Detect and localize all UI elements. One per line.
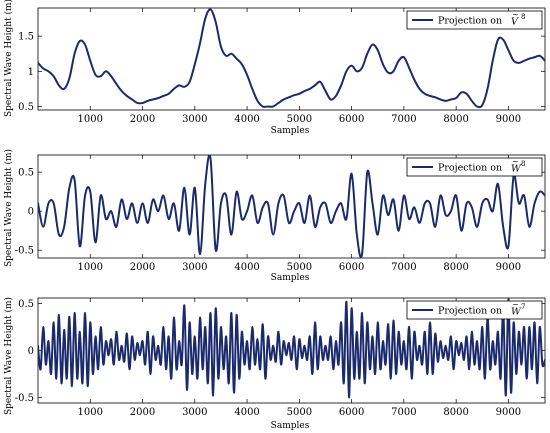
x-tick-label: 8000 <box>443 114 468 125</box>
plot-area-1: 1000 2000 3000 4000 5000 6000 7000 8000 9000 0.5 1… <box>18 7 546 125</box>
legend-accent: ~ <box>512 10 519 19</box>
x-tick-label: 4000 <box>234 407 259 418</box>
chart-panel-3: 1000 2000 3000 4000 5000 6000 7000 8000 9000 -0.5… <box>3 297 546 431</box>
plot-frame <box>37 7 546 111</box>
legend-label: Projection on <box>438 306 502 317</box>
x-tick-label: 1000 <box>78 262 103 273</box>
legend-accent: ~ <box>512 157 519 166</box>
legend: Projection on ~V 8 <box>406 10 543 30</box>
y-axis-label-3: Spectral Wave Height (m) <box>3 297 14 415</box>
x-tick-label: 5000 <box>287 407 312 418</box>
y-axis-label-1: Spectral Wave Height (m) <box>3 0 14 117</box>
legend-symbol: V <box>511 17 519 28</box>
x-tick-label: 4000 <box>234 262 259 273</box>
x-tick-label: 6000 <box>339 114 364 125</box>
x-tick-label: 2000 <box>130 262 155 273</box>
x-tick-label: 9000 <box>496 407 521 418</box>
legend-symbol: W <box>511 307 522 318</box>
x-tick-label: 3000 <box>182 114 207 125</box>
legend-symbol: W <box>511 164 522 175</box>
y-tick-label: -0.5 <box>15 393 34 404</box>
y-tick-label: 0 <box>28 207 34 218</box>
y-tick-label: 1 <box>28 67 34 78</box>
legend-superscript: 8 <box>521 160 525 168</box>
x-tick-label: 3000 <box>182 407 207 418</box>
legend-box <box>406 300 543 320</box>
y-tick-label: 0.5 <box>18 102 34 113</box>
x-tick-label: 6000 <box>339 407 364 418</box>
legend-superscript: 8 <box>521 13 525 21</box>
x-tick-label: 9000 <box>496 114 521 125</box>
x-tick-label: 6000 <box>339 262 364 273</box>
y-tick-label: 0.5 <box>18 299 34 310</box>
x-tick-label: 7000 <box>391 114 416 125</box>
legend-box <box>406 157 543 177</box>
legend: Projection on ~W 7 <box>406 300 543 320</box>
legend-label: Projection on <box>438 163 502 174</box>
x-tick-label: 5000 <box>287 262 312 273</box>
x-tick-label: 9000 <box>496 262 521 273</box>
y-tick-label: -0.5 <box>15 246 34 257</box>
legend-superscript: 7 <box>521 303 525 311</box>
y-axis-label-2: Spectral Wave Height (m) <box>3 149 14 267</box>
y-tick-label: 1.5 <box>18 32 34 43</box>
y-tick-label: 0 <box>28 346 34 357</box>
x-tick-label: 7000 <box>391 262 416 273</box>
x-axis-label-2: Samples <box>271 273 310 283</box>
x-tick-label: 3000 <box>182 262 207 273</box>
legend: Projection on ~W 8 <box>406 157 543 177</box>
x-axis-label-3: Samples <box>271 421 310 431</box>
x-tick-label: 4000 <box>234 114 259 125</box>
legend-accent: ~ <box>512 300 519 309</box>
legend-box <box>406 10 543 30</box>
legend-label: Projection on <box>438 16 502 27</box>
chart-panel-1: 1000 2000 3000 4000 5000 6000 7000 8000 9000 0.5 1… <box>3 0 546 136</box>
x-tick-label: 8000 <box>443 262 468 273</box>
x-tick-label: 8000 <box>443 407 468 418</box>
x-tick-label: 2000 <box>130 114 155 125</box>
x-tick-label: 7000 <box>391 407 416 418</box>
series-line <box>38 8 545 109</box>
series-line <box>38 155 545 258</box>
series-line <box>38 298 545 399</box>
plot-area-3: 1000 2000 3000 4000 5000 6000 7000 8000 9000 -0.5… <box>15 297 546 418</box>
x-tick-label: 1000 <box>78 407 103 418</box>
chart-panel-2: 1000 2000 3000 4000 5000 6000 7000 8000 9000 -0.5… <box>3 149 546 283</box>
plot-area-2: 1000 2000 3000 4000 5000 6000 7000 8000 9000 -0.5… <box>15 154 546 273</box>
x-tick-label: 2000 <box>130 407 155 418</box>
x-tick-label: 1000 <box>78 114 103 125</box>
x-axis-label-1: Samples <box>271 126 310 136</box>
y-tick-label: 0.5 <box>18 168 34 179</box>
x-tick-label: 5000 <box>287 114 312 125</box>
